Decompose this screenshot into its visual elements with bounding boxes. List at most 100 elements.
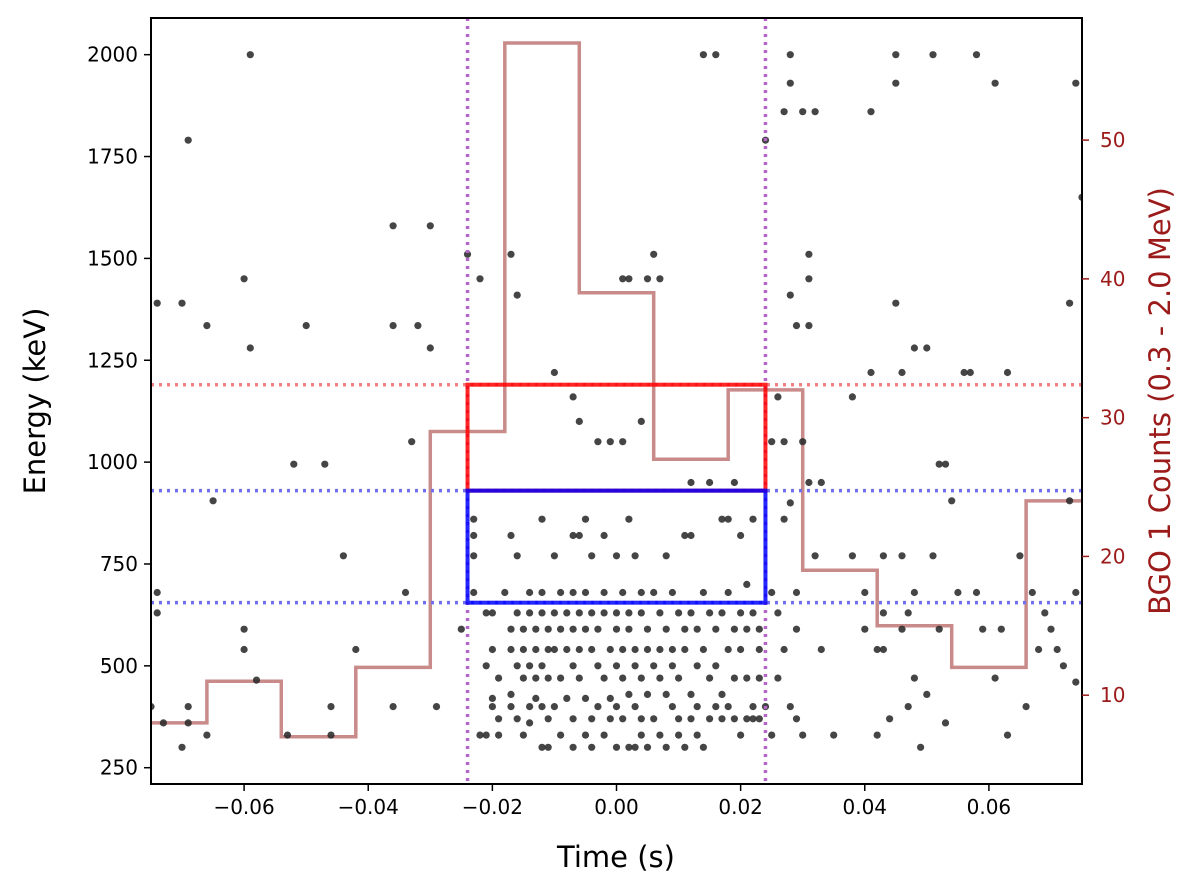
x-axis-title: Time (s) <box>556 840 675 874</box>
scatter-point <box>538 609 546 617</box>
scatter-point <box>873 731 881 739</box>
scatter-point <box>631 662 639 670</box>
scatter-point <box>650 588 658 597</box>
y2-tick-label: 50 <box>1100 128 1125 152</box>
scatter-point <box>495 731 503 739</box>
scatter-point <box>637 674 645 682</box>
scatter-point <box>768 588 776 597</box>
scatter-point <box>712 703 720 711</box>
scatter-point <box>557 731 565 739</box>
scatter-point <box>569 715 577 723</box>
scatter-point <box>954 588 962 597</box>
scatter-point <box>923 344 931 352</box>
scatter-point <box>786 291 794 299</box>
scatter-point <box>606 694 614 703</box>
scatter-point <box>755 645 763 654</box>
scatter-point <box>786 79 794 87</box>
scatter-point <box>538 743 546 751</box>
scatter-point <box>662 625 670 633</box>
scatter-point <box>352 645 360 654</box>
scatter-point <box>588 552 596 560</box>
scatter-point <box>966 368 974 377</box>
scatter-point <box>730 625 739 633</box>
scatter-point <box>643 690 652 699</box>
scatter-point <box>780 438 788 446</box>
scatter-point <box>681 531 689 540</box>
scatter-point <box>693 731 701 739</box>
scatter-point <box>675 609 683 617</box>
scatter-point <box>532 674 540 682</box>
scatter-point <box>675 715 683 723</box>
scatter-point <box>799 731 807 739</box>
scatter-point <box>879 609 888 617</box>
scatter-point <box>594 438 602 446</box>
scatter-point <box>805 478 813 487</box>
scatter-point <box>737 531 745 540</box>
scatter-point <box>470 531 478 540</box>
scatter-point <box>662 743 670 751</box>
scatter-point <box>470 588 478 597</box>
x-tick-label: −0.02 <box>462 795 523 819</box>
scatter-point <box>470 552 478 560</box>
scatter-point <box>637 715 645 723</box>
scatter-point <box>780 645 788 654</box>
scatter-point <box>786 499 794 507</box>
scatter-point <box>886 715 894 723</box>
scatter-point <box>476 731 484 739</box>
scatter-point <box>656 275 664 283</box>
scatter-point <box>526 588 534 597</box>
scatter-point <box>910 344 919 352</box>
scatter-point <box>470 515 478 523</box>
scatter-point <box>898 625 906 633</box>
scatter-point <box>563 694 571 703</box>
scatter-point <box>737 645 745 654</box>
scatter-point <box>252 676 261 684</box>
scatter-point <box>612 625 621 633</box>
scatter-point <box>463 250 472 258</box>
scatter-point <box>550 609 559 617</box>
scatter-point <box>718 609 726 617</box>
scatter-point <box>1003 731 1012 739</box>
scatter-point <box>786 51 794 59</box>
y2-axis: 10 20 30 40 50 <box>1082 128 1125 707</box>
scatter-point <box>600 674 608 682</box>
scatter-point <box>681 645 689 654</box>
scatter-point <box>153 299 161 307</box>
scatter-point <box>488 703 496 711</box>
scatter-point <box>538 662 546 670</box>
scatter-point <box>209 497 217 505</box>
scatter-point <box>575 417 583 425</box>
scatter-point <box>879 645 888 654</box>
scatter-point <box>594 625 602 633</box>
scatter-point <box>507 703 515 711</box>
scatter-point <box>718 690 726 699</box>
scatter-point <box>817 645 825 654</box>
scatter-point <box>246 51 254 59</box>
scatter-point <box>519 625 528 633</box>
scatter-point <box>612 552 621 560</box>
scatter-point <box>575 645 583 654</box>
scatter-point <box>178 743 186 751</box>
y2-axis-title: BGO 1 Counts (0.3 - 2.0 MeV) <box>1143 187 1177 615</box>
scatter-point <box>948 497 956 505</box>
scatter-point <box>687 609 695 617</box>
scatter-point <box>718 515 726 523</box>
scatter-point <box>656 609 664 617</box>
scatter-point <box>792 588 801 597</box>
scatter-point <box>637 588 645 597</box>
scatter-point <box>637 731 645 739</box>
scatter-point <box>650 662 658 670</box>
scatter-point <box>612 609 621 617</box>
scatter-point <box>538 588 546 597</box>
scatter-point <box>712 662 720 670</box>
scatter-point <box>321 460 329 468</box>
scatter-point <box>519 674 528 682</box>
scatter-point <box>805 275 813 283</box>
scatter-point <box>768 438 776 446</box>
scatter-point <box>246 344 254 352</box>
scatter-point <box>650 250 658 258</box>
scatter-point <box>792 322 801 330</box>
scatter-point <box>892 51 900 59</box>
scatter-point <box>693 703 701 711</box>
